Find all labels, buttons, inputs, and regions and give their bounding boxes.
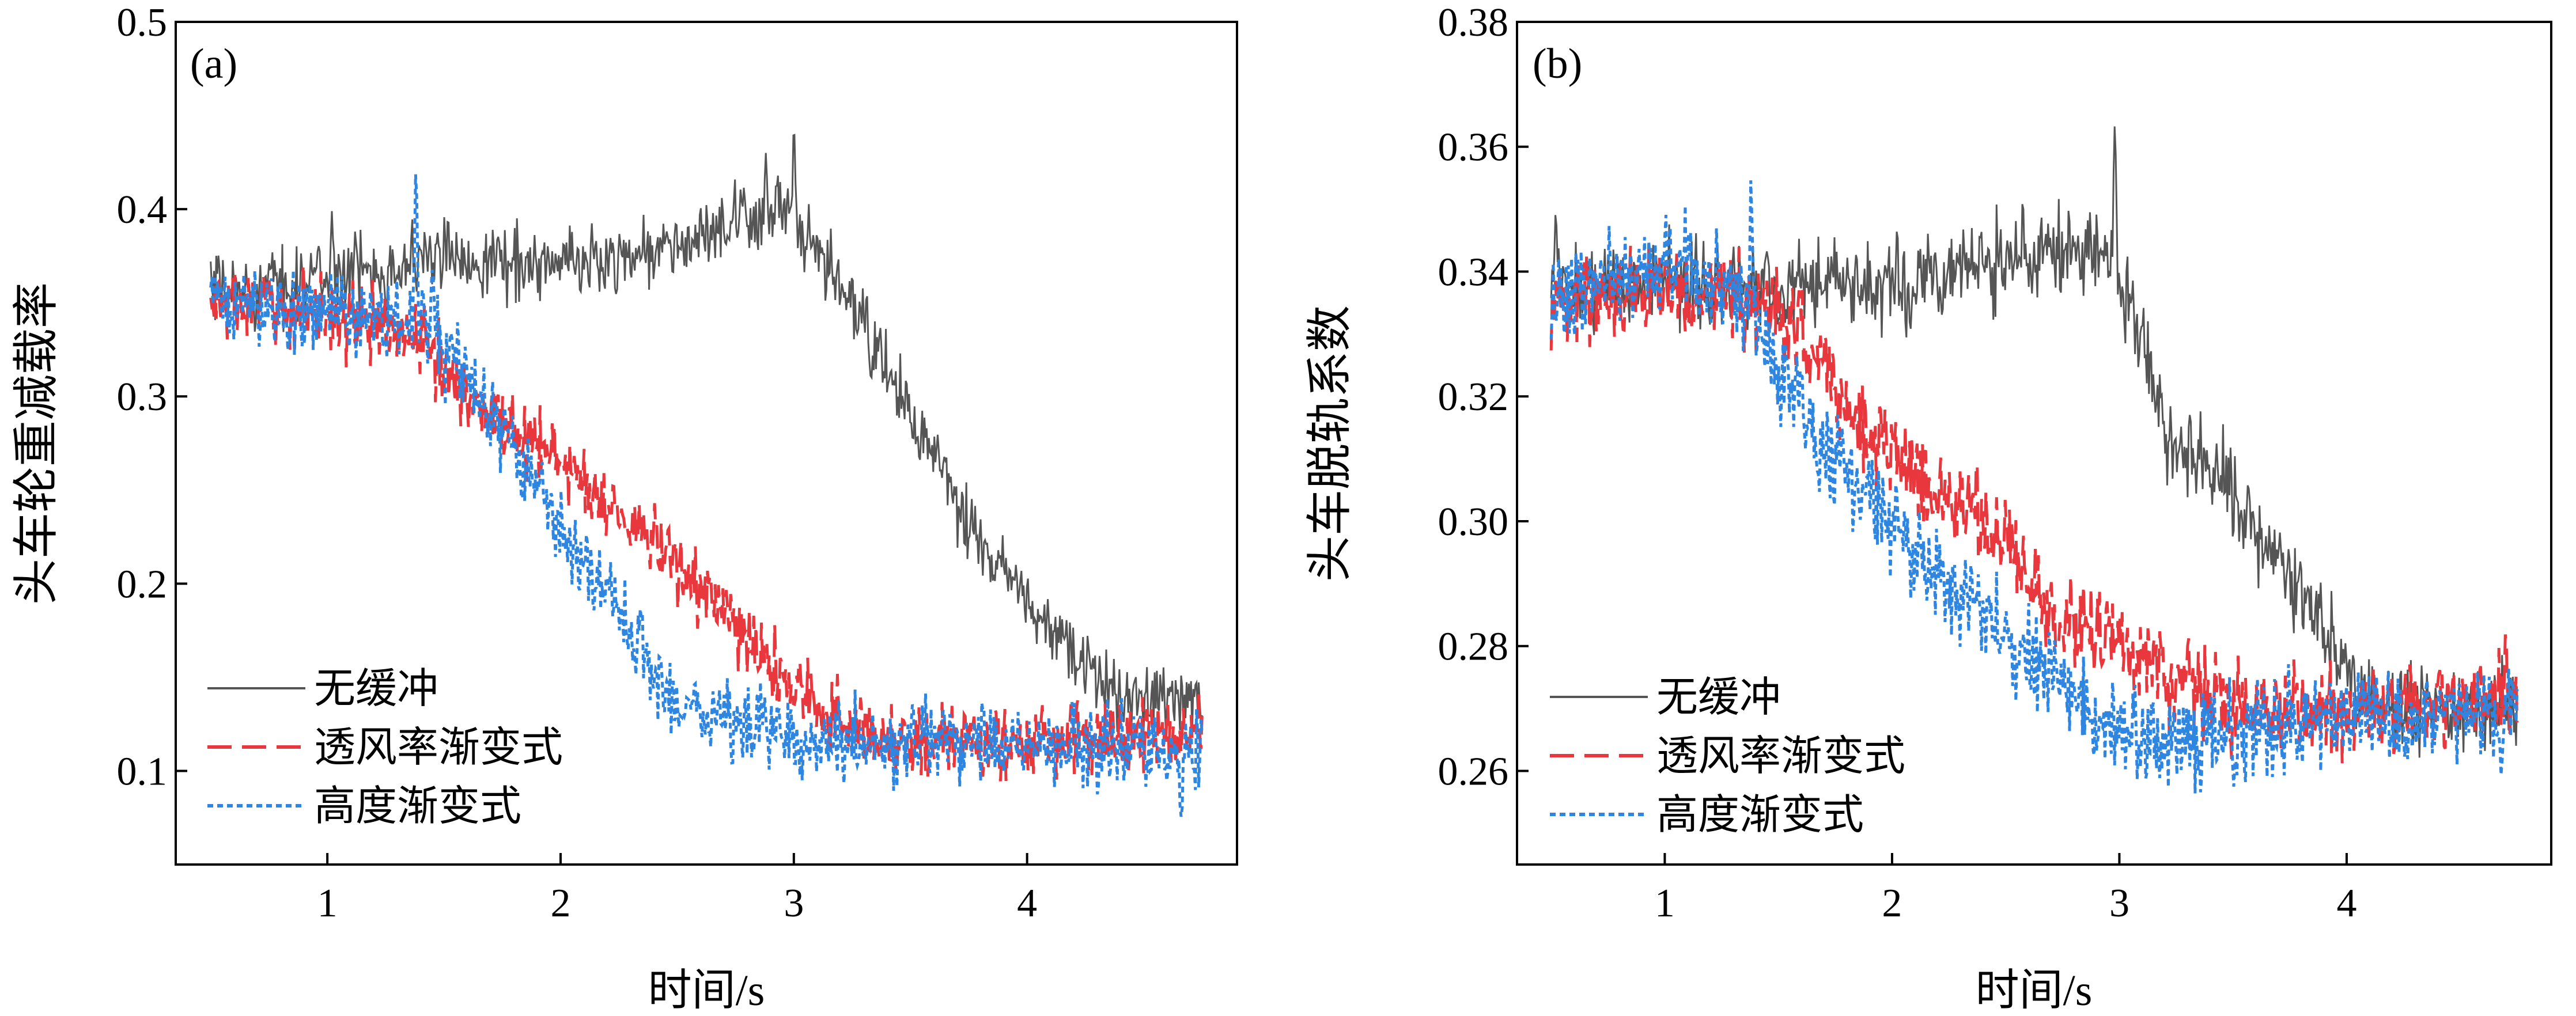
panel-label-b: (b) xyxy=(1533,40,1582,88)
y-tick-label-b-6: 0.36 xyxy=(1438,126,1509,170)
y-tick-label-b-7: 0.38 xyxy=(1438,1,1509,45)
y-tick-label-a-3: 0.3 xyxy=(117,375,168,419)
y-tick-label-a-2: 0.2 xyxy=(117,562,168,606)
x-tick-label-b-1: 1 xyxy=(1655,881,1675,926)
series-line-a-3 xyxy=(209,174,1204,817)
legend-label-b-2: 透风率渐变式 xyxy=(1656,733,1905,779)
tick-group-b: 1 2 3 4 0.26 0.28 0.30 0.32 0.34 0.36 0.38 xyxy=(1438,1,2357,926)
x-tick-label-b-3: 3 xyxy=(2109,881,2129,926)
legend-label-a-2: 透风率渐变式 xyxy=(314,725,563,771)
tick-group-a: 1 2 3 4 0.1 0.2 0.3 0.4 0.5 xyxy=(117,1,1038,926)
chart-panel-b: 1 2 3 4 0.26 0.28 0.30 0.32 0.34 0.36 0.38 (b) 头车脱… xyxy=(1305,1,2552,1015)
y-axis-label-a: 头车轮重减载率 xyxy=(12,282,62,605)
x-tick-label-a-2: 2 xyxy=(550,881,570,926)
legend-label-b-3: 高度渐变式 xyxy=(1656,792,1864,838)
y-tick-label-b-3: 0.30 xyxy=(1438,500,1509,544)
y-tick-label-b-2: 0.28 xyxy=(1438,625,1509,669)
y-tick-label-b-4: 0.32 xyxy=(1438,375,1509,419)
panel-label-a: (a) xyxy=(190,40,237,88)
x-axis-label-b: 时间/s xyxy=(1976,966,2093,1015)
series-line-a-1 xyxy=(210,134,1203,735)
series-group-b xyxy=(1549,126,2519,794)
x-tick-label-a-4: 4 xyxy=(1017,881,1037,926)
x-tick-label-a-3: 3 xyxy=(784,881,804,926)
y-tick-label-b-5: 0.34 xyxy=(1438,250,1509,294)
x-tick-label-a-1: 1 xyxy=(317,881,338,926)
x-tick-label-b-4: 4 xyxy=(2336,881,2356,926)
x-tick-label-b-2: 2 xyxy=(1882,881,1902,926)
legend-label-a-3: 高度渐变式 xyxy=(314,783,521,829)
chart-panel-a: 1 2 3 4 0.1 0.2 0.3 0.4 0.5 (a) 头车轮重减载率 时间/s 无缓冲… xyxy=(12,1,1238,1015)
x-axis-label-a: 时间/s xyxy=(648,966,765,1015)
y-axis-label-b: 头车脱轨系数 xyxy=(1305,305,1356,582)
y-tick-label-a-5: 0.5 xyxy=(117,1,168,45)
series-line-b-3 xyxy=(1549,180,2519,794)
y-tick-label-a-4: 0.4 xyxy=(117,188,168,232)
y-tick-label-a-1: 0.1 xyxy=(117,749,168,794)
legend-label-a-1: 无缓冲 xyxy=(314,666,438,712)
series-group-a xyxy=(209,134,1204,817)
y-tick-label-b-1: 0.26 xyxy=(1438,749,1509,794)
legend-label-b-1: 无缓冲 xyxy=(1656,674,1781,721)
